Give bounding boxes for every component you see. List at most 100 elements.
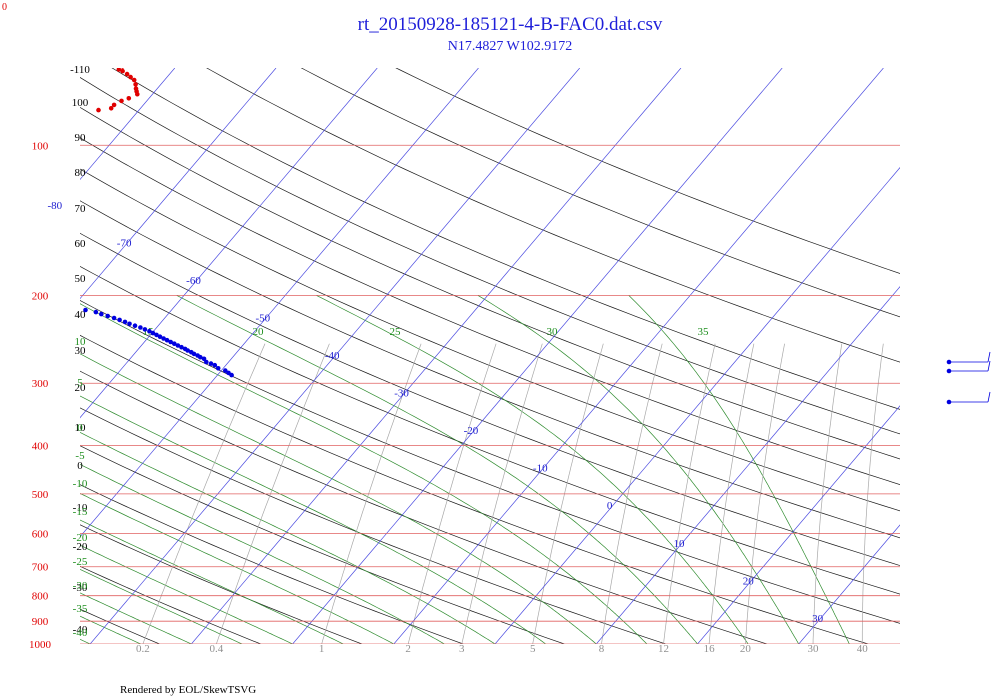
grid-lines (0, 68, 900, 644)
dry-adiabat-left-label: 10 (75, 422, 87, 434)
temperature-point (120, 68, 125, 74)
moist-adiabat-line (176, 295, 698, 644)
dry-adiabat-line (206, 68, 900, 363)
temperature-point (116, 68, 122, 72)
temperature-point (119, 98, 124, 104)
dry-adiabat-line (300, 68, 900, 318)
isotherm-line (596, 286, 900, 644)
temperature-point (127, 59, 132, 64)
wind-barb-flag (987, 360, 991, 372)
mixing-ratio-line (461, 343, 543, 644)
dewpoint-point (111, 315, 117, 321)
dewpoint-point (201, 356, 207, 362)
temperature-point (142, 34, 147, 39)
isobar-label: 900 (32, 616, 49, 628)
isobar-label: 700 (32, 562, 49, 574)
isotherm-label: -80 (47, 200, 62, 212)
dry-adiabat-left-label: -30 (73, 582, 88, 594)
moist-adiabat-label: 0 (77, 422, 83, 434)
mixing-ratio-line (532, 343, 604, 644)
mixing-ratio-label: 0.2 (136, 643, 150, 655)
moist-adiabat-label: 30 (547, 326, 559, 338)
mixing-ratio-line (407, 343, 497, 644)
dry-adiabat-left-label: 90 (75, 132, 87, 144)
isotherm-label: 0 (607, 500, 613, 512)
isotherm-label: 20 (743, 575, 755, 587)
dry-adiabat-left-label: 60 (75, 238, 87, 250)
dewpoint-point (168, 339, 173, 345)
dry-adiabat-line (80, 106, 900, 460)
dewpoint-point (185, 348, 190, 353)
moist-adiabat-line (80, 544, 293, 644)
dewpoint-point (191, 351, 197, 357)
mixing-ratio-line (216, 343, 330, 644)
dry-adiabat-left-label: 80 (75, 167, 87, 179)
chart-subtitle: N17.4827 W102.9172 (448, 39, 573, 54)
sounding-traces (61, 0, 234, 378)
temperature-point (189, 0, 194, 4)
moist-adiabat-label: -5 (75, 450, 85, 462)
moist-adiabat-line (80, 353, 597, 644)
isotherm-label: -10 (533, 463, 548, 475)
dewpoint-point (223, 368, 228, 373)
temperature-point (69, 110, 74, 115)
moist-adiabat-label: -25 (73, 556, 88, 568)
dry-adiabat-left-label: 30 (75, 345, 87, 357)
dewpoint-point (179, 344, 184, 350)
dry-adiabat-left-label: -20 (73, 541, 88, 553)
isobar-label: 100 (32, 140, 49, 152)
temperature-point (61, 115, 66, 120)
isotherm-line (899, 643, 900, 644)
mixing-ratio-line (142, 343, 266, 644)
temperature-point (144, 29, 149, 34)
isotherm-line (0, 68, 74, 644)
dewpoint-point (117, 317, 122, 323)
isotherm-line (292, 68, 783, 644)
isotherm-label: -60 (186, 275, 201, 287)
dry-adiabat-line (80, 524, 363, 644)
isotherm-line (494, 167, 900, 644)
temperature-point (142, 50, 147, 55)
footer-credit: Rendered by EOL/SkewTSVG (120, 684, 256, 696)
moist-adiabat-label: -20 (73, 532, 88, 544)
temperature-point (141, 45, 146, 50)
dry-adiabat-line (80, 565, 261, 644)
dry-adiabat-line (80, 370, 768, 644)
dry-adiabat-line (111, 68, 900, 410)
wind-barb-flag (987, 351, 991, 363)
isotherm-label: 30 (812, 613, 824, 625)
temperature-point (148, 23, 153, 28)
isotherm-line (80, 68, 378, 419)
mixing-ratio-line (321, 343, 422, 644)
dry-adiabat-left-label: -110 (70, 64, 90, 76)
isobar-label: 800 (32, 591, 49, 603)
moist-adiabat-line (477, 295, 800, 644)
dewpoint-point (83, 307, 88, 313)
isobar-label: 600 (32, 528, 49, 540)
moist-adiabat-label: 5 (77, 377, 83, 389)
isotherm-line (191, 68, 682, 644)
temperature-point (133, 86, 139, 91)
moist-adiabat-label: 35 (698, 326, 710, 338)
isotherm-label: -50 (256, 313, 271, 325)
dewpoint-point (93, 309, 99, 315)
moist-adiabat-label: 20 (253, 326, 265, 338)
dewpoint-point (208, 361, 214, 366)
temperature-point (111, 102, 117, 108)
isotherm-line (798, 524, 900, 644)
mixing-ratio-label: 8 (599, 643, 605, 655)
isobar-label: 500 (32, 489, 49, 501)
wind-barb-flag (987, 391, 991, 403)
moist-adiabat-label: -35 (73, 603, 88, 615)
corner-mark: 0 (2, 2, 7, 13)
dry-adiabat-line (80, 265, 900, 595)
mixing-ratio-label: 20 (740, 643, 752, 655)
temperature-point (124, 71, 130, 77)
dry-adiabat-line (80, 407, 666, 644)
mixing-ratio-label: 1 (319, 643, 325, 655)
dewpoint-point (127, 321, 132, 327)
dewpoint-point (204, 359, 209, 365)
dewpoint-point (175, 343, 181, 348)
dewpoint-point (215, 366, 221, 371)
temperature-point (177, 5, 182, 10)
